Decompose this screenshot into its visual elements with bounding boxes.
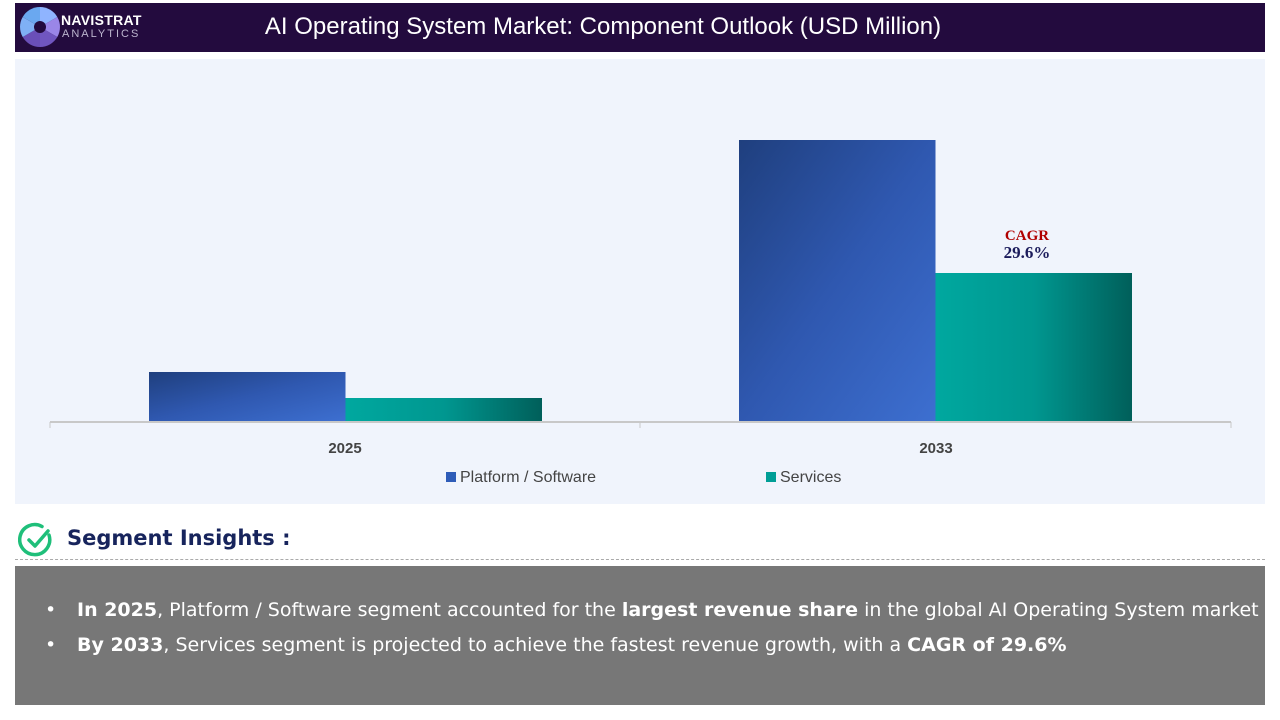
page-title: AI Operating System Market: Component Ou… — [264, 13, 942, 40]
brand-subtitle: ANALYTICS — [62, 28, 141, 40]
insight-text: , Platform / Software segment accounted … — [157, 599, 622, 621]
navistrat-logo-icon — [20, 7, 60, 47]
bar-2033-services — [935, 273, 1132, 421]
bar-2025-platform-software — [149, 372, 346, 421]
check-circle-icon — [18, 522, 52, 557]
insight-bold: largest revenue share — [621, 599, 859, 621]
legend-label-services: Services — [780, 469, 841, 486]
chart-area: 2025 2033 CAGR 29.6% Platform / Software… — [15, 59, 1265, 504]
divider — [15, 559, 1265, 560]
header-bar: NAVISTRAT ANALYTICS AI Operating System … — [15, 3, 1265, 52]
bar-2033-platform-software — [739, 140, 936, 421]
x-tick-label: 2033 — [919, 440, 952, 457]
insight-bold: By 2033 — [77, 634, 164, 656]
legend-swatch-platform — [446, 472, 456, 482]
segment-insights-header: Segment Insights : — [18, 522, 291, 558]
legend-swatch-services — [766, 472, 776, 482]
insights-panel: • In 2025, Platform / Software segment ac… — [15, 566, 1265, 705]
segment-insights-title: Segment Insights : — [67, 526, 291, 550]
cagr-value: 29.6% — [1004, 243, 1051, 262]
bar-chart: 2025 2033 CAGR 29.6% Platform / Software… — [49, 140, 1232, 486]
brand-name: NAVISTRAT — [61, 12, 142, 28]
legend: Platform / Software Services — [446, 469, 841, 486]
insight-bold: In 2025 — [77, 599, 158, 621]
cagr-label: CAGR — [1005, 228, 1049, 244]
insight-bullet: • In 2025, Platform / Software segment ac… — [45, 599, 1259, 621]
bar-2025-services — [345, 398, 542, 421]
insight-text: in the global AI Operating System market — [858, 599, 1259, 621]
insight-bullet: • By 2033, Services segment is projected … — [45, 634, 1067, 656]
insight-text: , Services segment is projected to achie… — [163, 634, 908, 656]
insight-bold: CAGR of 29.6% — [907, 634, 1067, 656]
x-tick-label: 2025 — [328, 440, 361, 457]
legend-label-platform: Platform / Software — [460, 469, 596, 486]
